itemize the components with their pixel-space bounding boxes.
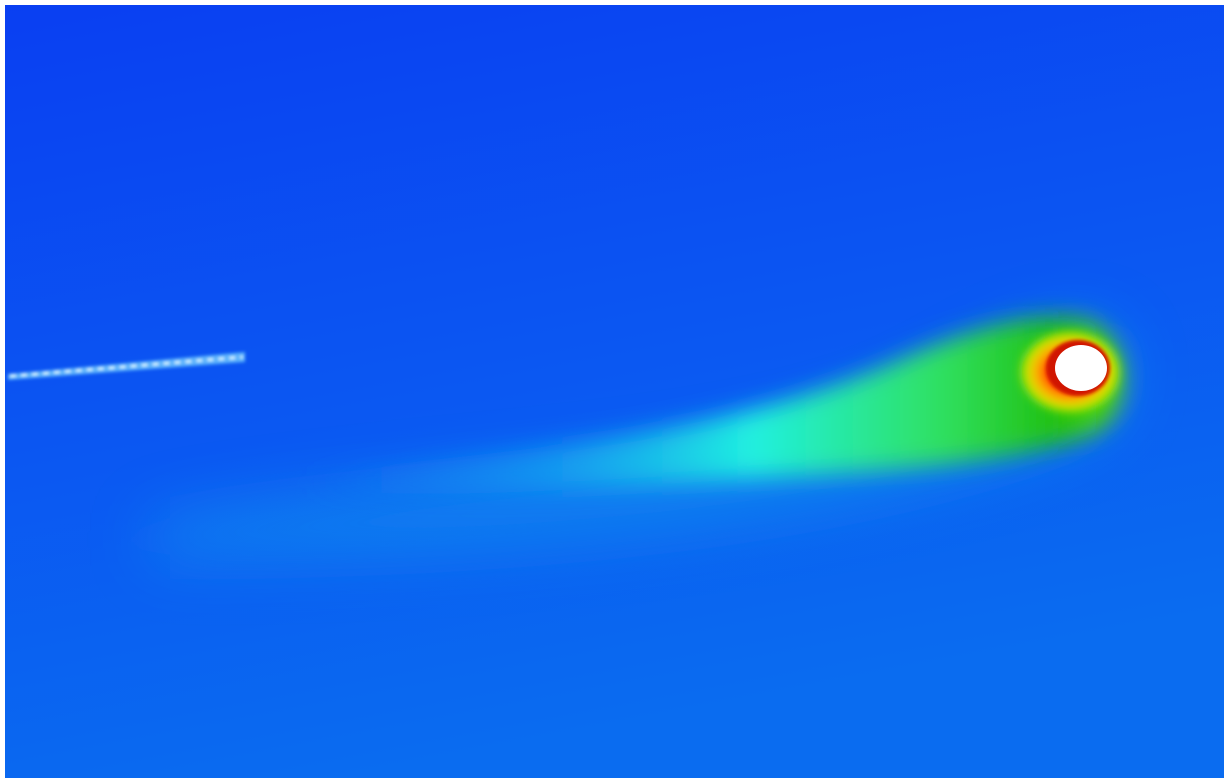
- thermal-image: [0, 0, 1229, 783]
- page-body: (() => { const data = JSON.parse(documen…: [0, 0, 1229, 783]
- hot-core: [1055, 345, 1107, 391]
- page: Thermal image {} html, body { margin: 0;…: [0, 0, 1229, 783]
